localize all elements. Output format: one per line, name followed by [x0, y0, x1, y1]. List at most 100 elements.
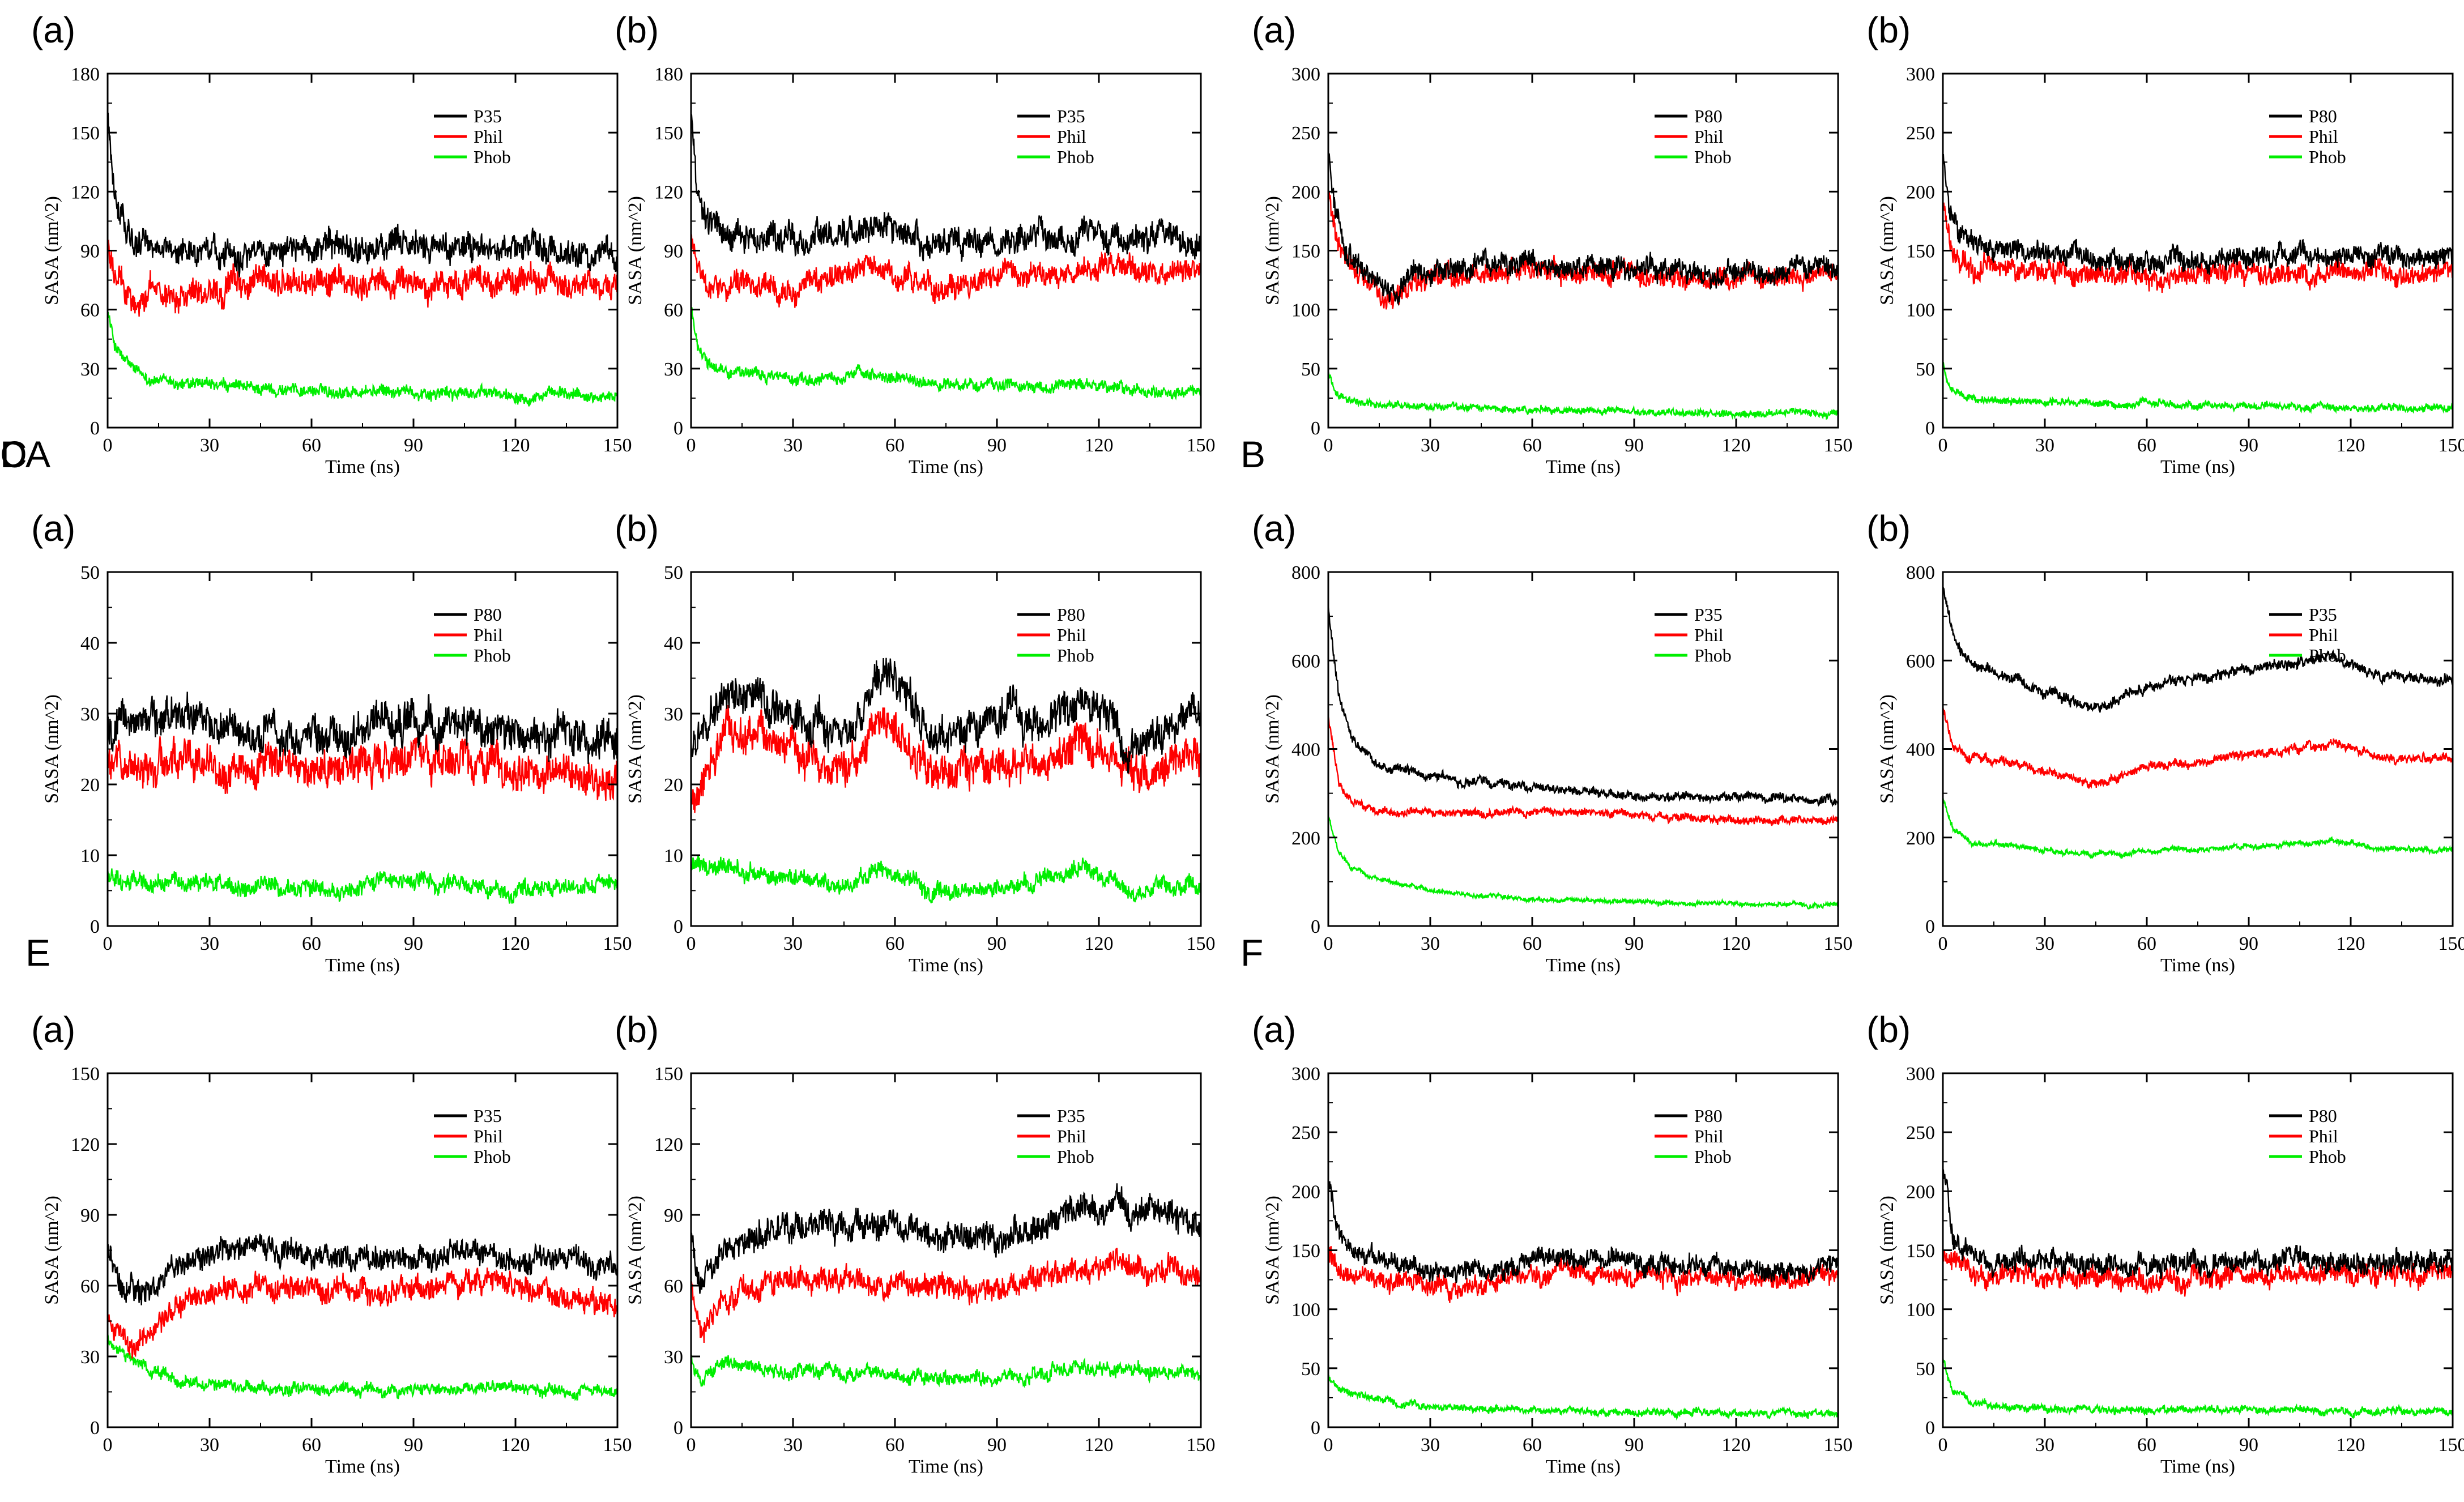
legend-label-phob: Phob: [1694, 1146, 1732, 1167]
y-tick-label: 0: [90, 1418, 100, 1439]
x-tick-label: 60: [1523, 933, 1542, 954]
y-tick-label: 50: [664, 562, 683, 583]
x-axis-label: Time (ns): [909, 456, 983, 477]
legend-label-p80: P80: [2309, 106, 2337, 126]
y-axis-label: SASA (nm^2): [625, 694, 646, 804]
y-tick-label: 800: [1906, 562, 1935, 583]
panel-label: (a): [31, 10, 75, 50]
y-tick-label: 60: [80, 1276, 100, 1297]
legend-label-phil: Phil: [2309, 1126, 2338, 1146]
y-tick-label: 200: [1291, 1181, 1320, 1202]
series-line-phob: [691, 855, 1201, 903]
series-group: [691, 658, 1201, 903]
x-tick-label: 0: [103, 933, 113, 954]
x-tick-label: 120: [1085, 435, 1114, 456]
y-tick-label: 50: [80, 562, 100, 583]
x-tick-label: 120: [501, 933, 530, 954]
legend-label-phob: Phob: [474, 1146, 511, 1167]
series-line-phil: [691, 234, 1201, 308]
y-tick-label: 0: [1925, 1418, 1935, 1439]
x-tick-label: 0: [1938, 933, 1948, 954]
x-tick-label: 0: [1938, 435, 1948, 456]
y-tick-label: 100: [1906, 1300, 1935, 1321]
x-tick-label: 120: [501, 1435, 530, 1456]
y-tick-label: 150: [654, 1064, 683, 1085]
legend-label-phil: Phil: [474, 1126, 503, 1146]
legend-label-p35: P35: [474, 106, 502, 126]
legend-label-phil: Phil: [1057, 126, 1086, 147]
y-tick-label: 120: [654, 1134, 683, 1155]
x-tick-label: 90: [404, 933, 423, 954]
panel-label: (a): [31, 508, 75, 549]
y-tick-label: 30: [664, 359, 683, 380]
y-axis-label: SASA (nm^2): [1262, 1196, 1283, 1305]
legend-label-phob: Phob: [1694, 645, 1732, 665]
panel-label: (b): [1866, 1009, 1911, 1050]
y-tick-label: 30: [80, 704, 100, 725]
x-tick-label: 0: [687, 435, 696, 456]
y-tick-label: 10: [664, 846, 683, 867]
y-tick-label: 20: [664, 775, 683, 796]
y-tick-label: 30: [664, 704, 683, 725]
x-axis-label: Time (ns): [1546, 955, 1621, 976]
y-tick-label: 250: [1291, 123, 1320, 144]
legend-label-phil: Phil: [1694, 126, 1724, 147]
group-label-b: B: [1240, 433, 1265, 475]
y-tick-label: 30: [664, 1347, 683, 1368]
y-tick-label: 800: [1291, 562, 1320, 583]
x-tick-label: 60: [885, 1435, 905, 1456]
y-tick-label: 250: [1906, 123, 1935, 144]
panel-label: (a): [1252, 508, 1296, 549]
series-line-phil: [1943, 706, 2453, 790]
group-label-d: D: [0, 433, 27, 475]
y-tick-label: 150: [654, 123, 683, 144]
y-tick-label: 300: [1291, 1064, 1320, 1085]
y-tick-label: 60: [664, 1276, 683, 1297]
y-tick-label: 90: [664, 1205, 683, 1226]
y-tick-label: 200: [1906, 1181, 1935, 1202]
x-tick-label: 0: [1324, 435, 1333, 456]
x-tick-label: 150: [2439, 933, 2464, 954]
y-axis-label: SASA (nm^2): [1877, 1196, 1898, 1305]
x-axis-label: Time (ns): [325, 1456, 400, 1477]
y-tick-label: 300: [1291, 64, 1320, 85]
y-tick-label: 0: [1311, 1418, 1320, 1439]
series-line-phil: [108, 1268, 617, 1359]
y-tick-label: 0: [673, 418, 683, 439]
legend-label-phil: Phil: [2309, 625, 2338, 645]
x-tick-label: 30: [1421, 933, 1440, 954]
legend-label-p80: P80: [474, 604, 502, 625]
x-tick-label: 60: [1523, 1435, 1542, 1456]
y-axis-label: SASA (nm^2): [41, 1196, 62, 1305]
x-axis-label: Time (ns): [2160, 955, 2235, 976]
y-axis-label: SASA (nm^2): [1262, 694, 1283, 804]
x-tick-label: 0: [687, 1435, 696, 1456]
group-label-a: A: [25, 433, 50, 475]
x-tick-label: 0: [1938, 1435, 1948, 1456]
y-tick-label: 150: [1906, 1241, 1935, 1262]
x-tick-label: 90: [1625, 435, 1644, 456]
x-tick-label: 90: [987, 933, 1007, 954]
y-tick-label: 100: [1291, 1300, 1320, 1321]
x-tick-label: 60: [885, 435, 905, 456]
x-axis-label: Time (ns): [1546, 456, 1621, 477]
x-tick-label: 150: [1824, 1435, 1853, 1456]
legend-label-phob: Phob: [1057, 645, 1094, 665]
chart-C-a: (a) 0 30 60 90 120 150 0 10 20 30 40 50 Time (ns) SASA…: [31, 508, 632, 976]
y-tick-label: 250: [1906, 1123, 1935, 1143]
series-line-p35: [1328, 604, 1838, 808]
series-line-phob: [108, 312, 617, 407]
series-group: [1328, 604, 1838, 910]
series-line-phob: [1943, 1356, 2453, 1419]
x-tick-label: 60: [302, 1435, 321, 1456]
series-group: [108, 1234, 617, 1401]
series-line-phob: [108, 868, 617, 904]
x-tick-label: 150: [1187, 933, 1216, 954]
panel-label: (a): [1252, 10, 1296, 50]
x-tick-label: 90: [987, 1435, 1007, 1456]
x-tick-label: 0: [103, 1435, 113, 1456]
